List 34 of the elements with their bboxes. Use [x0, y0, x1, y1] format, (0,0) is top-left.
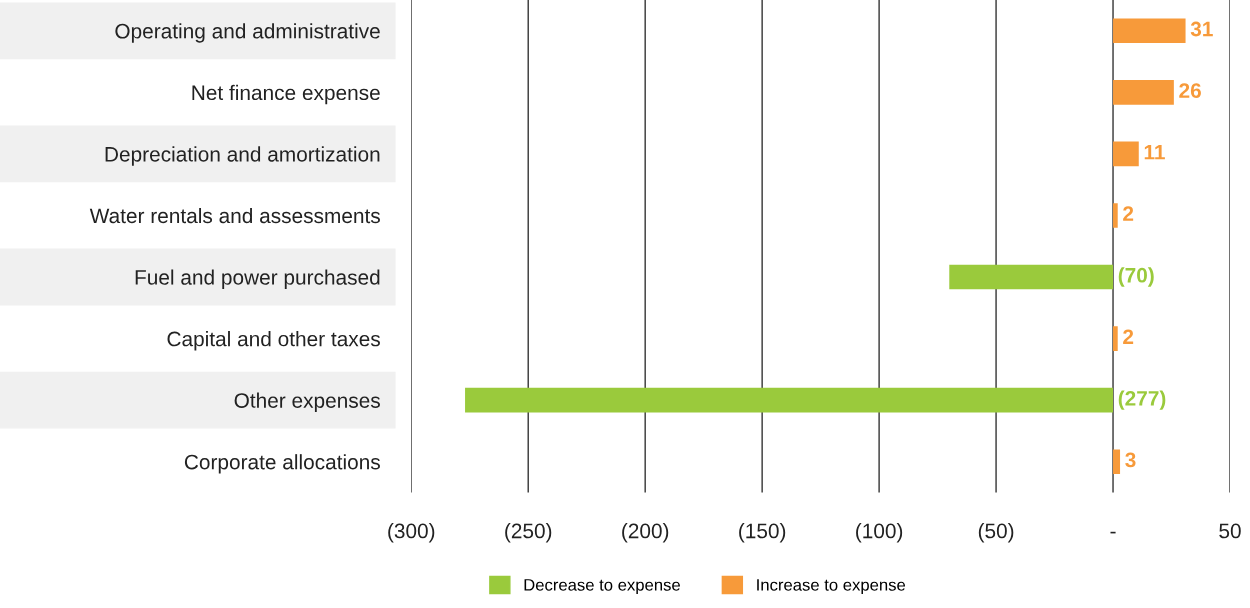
bar	[1113, 18, 1186, 44]
data-label: 26	[1179, 83, 1201, 98]
x-tick-label: (50)	[978, 523, 1014, 543]
x-tick-label: (300)	[388, 523, 435, 543]
data-label: (70)	[1118, 267, 1154, 287]
bar	[465, 387, 1114, 413]
data-label: (277)	[1118, 390, 1166, 410]
y-tick-label: Depreciation and amortization	[105, 146, 380, 166]
data-label: 2	[1123, 329, 1134, 344]
x-tick-label: (150)	[739, 523, 786, 543]
x-tick-label: 50	[1219, 523, 1241, 539]
x-tick-label: (200)	[622, 523, 669, 543]
data-label: 3	[1125, 452, 1136, 468]
x-tick-label: -	[1110, 531, 1116, 534]
x-tick-label: (250)	[505, 523, 552, 543]
bar	[1113, 326, 1118, 351]
y-tick-label: Fuel and power purchased	[135, 269, 380, 289]
y-tick-label: Corporate allocations	[184, 454, 380, 474]
y-tick-label: Capital and other taxes	[167, 331, 380, 351]
legend-label: Increase to expense	[757, 579, 906, 595]
data-label: 2	[1123, 206, 1134, 221]
data-label: 11	[1144, 144, 1165, 160]
y-tick-label: Operating and administrative	[115, 23, 380, 43]
legend-label: Decrease to expense	[524, 579, 680, 595]
y-tick-label: Net finance expense	[192, 84, 380, 105]
bar	[1113, 141, 1139, 167]
bar	[1113, 203, 1118, 228]
bar	[949, 264, 1114, 290]
y-tick-label: Water rentals and assessments	[89, 207, 380, 224]
x-tick-label: (100)	[856, 523, 903, 543]
y-tick-label: Other expenses	[234, 392, 380, 413]
bar	[1113, 449, 1121, 475]
bar	[1113, 80, 1174, 105]
data-label: 31	[1190, 21, 1213, 37]
